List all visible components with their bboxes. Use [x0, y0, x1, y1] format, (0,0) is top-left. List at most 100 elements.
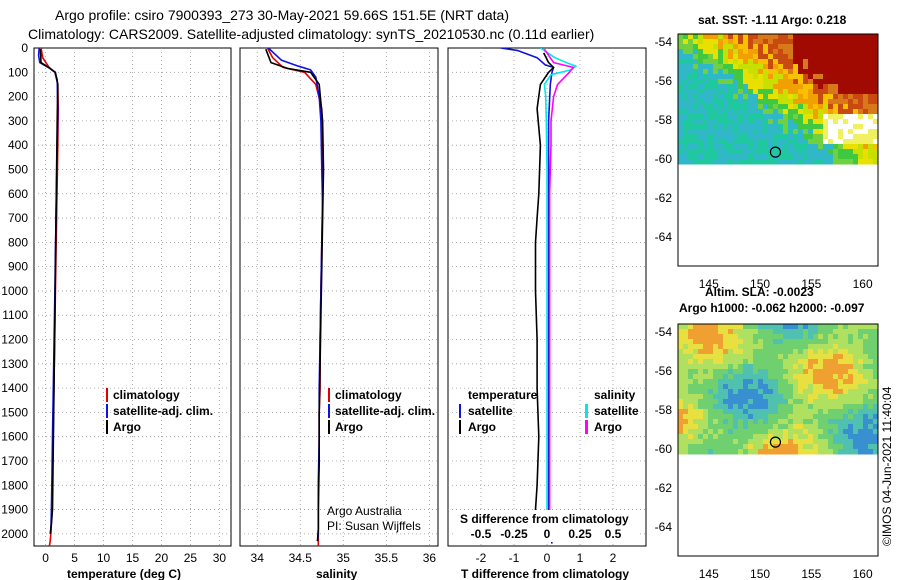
sla-cell [768, 374, 774, 380]
sla-cell [793, 434, 799, 440]
sla-cell [873, 334, 879, 340]
sst-cell [723, 79, 729, 85]
sst-cell [698, 104, 704, 110]
sst-cell [868, 49, 874, 55]
sst-cell [713, 154, 719, 160]
legend-label-argo: Argo [335, 420, 363, 434]
depth-tick-label: 2000 [1, 527, 28, 541]
lat-tick-label: -56 [655, 74, 673, 88]
sst-cell [808, 109, 814, 115]
sst-cell [848, 54, 854, 60]
sla-cell [703, 394, 709, 400]
sla-cell [748, 359, 754, 365]
sst-cell [798, 129, 804, 135]
sla-cell [758, 409, 764, 415]
lat-tick-label: -64 [655, 520, 673, 534]
sla-cell [823, 344, 829, 350]
sst-cell [728, 134, 734, 140]
sst-cell [803, 104, 809, 110]
sst-cell [788, 39, 794, 45]
sst-cell [868, 109, 874, 115]
sla-cell [848, 389, 854, 395]
sst-cell [818, 104, 824, 110]
sst-cell [798, 114, 804, 120]
sst-cell [808, 144, 814, 150]
sla-cell [868, 449, 874, 455]
sst-cell [873, 114, 879, 120]
sla-cell [833, 389, 839, 395]
sla-cell [728, 434, 734, 440]
sla-cell [788, 329, 794, 335]
sst-cell [713, 59, 719, 65]
sst-cell [678, 89, 684, 95]
sst-cell [848, 59, 854, 65]
sst-cell [828, 59, 834, 65]
sst-cell [683, 104, 689, 110]
sst-cell [778, 124, 784, 130]
sla-cell [763, 349, 769, 355]
sla-cell [848, 364, 854, 370]
sla-cell [798, 379, 804, 385]
sst-cell [738, 114, 744, 120]
sst-cell [708, 134, 714, 140]
sst-cell [748, 59, 754, 65]
sst-cell [768, 34, 774, 40]
sst-cell [728, 94, 734, 100]
sla-cell [838, 409, 844, 415]
sla-cell [808, 374, 814, 380]
sst-cell [748, 84, 754, 90]
sla-cell [868, 384, 874, 390]
sla-cell [738, 394, 744, 400]
sst-cell [758, 124, 764, 130]
depth-tick-label: 100 [8, 65, 28, 79]
sst-cell [848, 34, 854, 40]
sla-cell [738, 389, 744, 395]
sla-cell [733, 439, 739, 445]
sla-cell [823, 414, 829, 420]
sla-cell [808, 334, 814, 340]
sla-cell [708, 409, 714, 415]
sst-cell [873, 124, 879, 130]
sla-cell [848, 399, 854, 405]
sst-cell [718, 49, 724, 55]
sla-cell [763, 414, 769, 420]
sst-map-title: sat. SST: -1.11 Argo: 0.218 [698, 13, 847, 27]
sst-cell [863, 54, 869, 60]
sla-cell [833, 329, 839, 335]
sst-cell [808, 119, 814, 125]
sst-cell [833, 109, 839, 115]
sst-cell [768, 99, 774, 105]
sla-cell [748, 434, 754, 440]
sla-cell [743, 409, 749, 415]
sst-cell [738, 39, 744, 45]
sst-cell [683, 99, 689, 105]
sst-cell [858, 159, 864, 165]
sst-cell [773, 124, 779, 130]
sla-cell [783, 434, 789, 440]
sla-cell [758, 434, 764, 440]
sla-cell [813, 434, 819, 440]
sst-cell [683, 114, 689, 120]
sst-cell [853, 114, 859, 120]
sst-cell [763, 74, 769, 80]
sla-cell [678, 404, 684, 410]
sla-cell [708, 414, 714, 420]
sla-cell [748, 379, 754, 385]
sst-cell [843, 54, 849, 60]
sst-cell [768, 84, 774, 90]
sla-cell [783, 379, 789, 385]
sst-cell [718, 39, 724, 45]
sst-cell [823, 84, 829, 90]
sla-cell [708, 404, 714, 410]
sla-cell [758, 444, 764, 450]
sla-cell [718, 364, 724, 370]
sla-cell [843, 339, 849, 345]
sla-cell [863, 444, 869, 450]
sst-cell [868, 159, 874, 165]
sst-cell [863, 159, 869, 165]
sst-cell [768, 104, 774, 110]
sst-cell [728, 129, 734, 135]
sla-cell [808, 419, 814, 425]
lon-tick-label: 160 [853, 277, 873, 291]
sla-cell [823, 389, 829, 395]
